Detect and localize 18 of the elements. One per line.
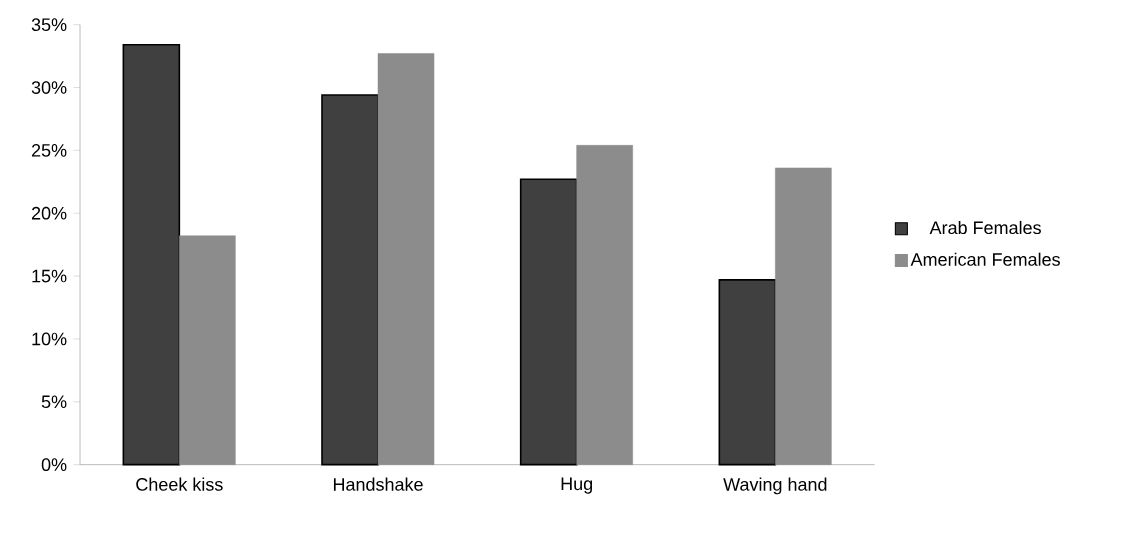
y-tick-label: 5% <box>41 395 67 409</box>
bar <box>519 178 578 466</box>
legend-label: Arab Females <box>929 220 1041 235</box>
bar <box>718 279 777 466</box>
y-tick-label: 15% <box>32 269 67 283</box>
bar <box>321 94 379 466</box>
y-tick-label: 10% <box>32 332 67 346</box>
bar <box>122 43 181 466</box>
y-tick-label: 35% <box>31 18 67 32</box>
x-tick-label: Cheek kiss <box>136 477 223 491</box>
legend-label: American Females <box>910 252 1060 266</box>
y-tick-label: 25% <box>31 144 67 157</box>
y-tick-label: 30% <box>31 81 67 94</box>
x-tick-label: Handshake <box>333 477 423 491</box>
x-tick-label: Waving hand <box>723 477 827 495</box>
x-tick-label: Hug <box>561 477 593 494</box>
y-tick-label: 20% <box>31 206 67 220</box>
y-tick-label: 0% <box>41 458 67 472</box>
